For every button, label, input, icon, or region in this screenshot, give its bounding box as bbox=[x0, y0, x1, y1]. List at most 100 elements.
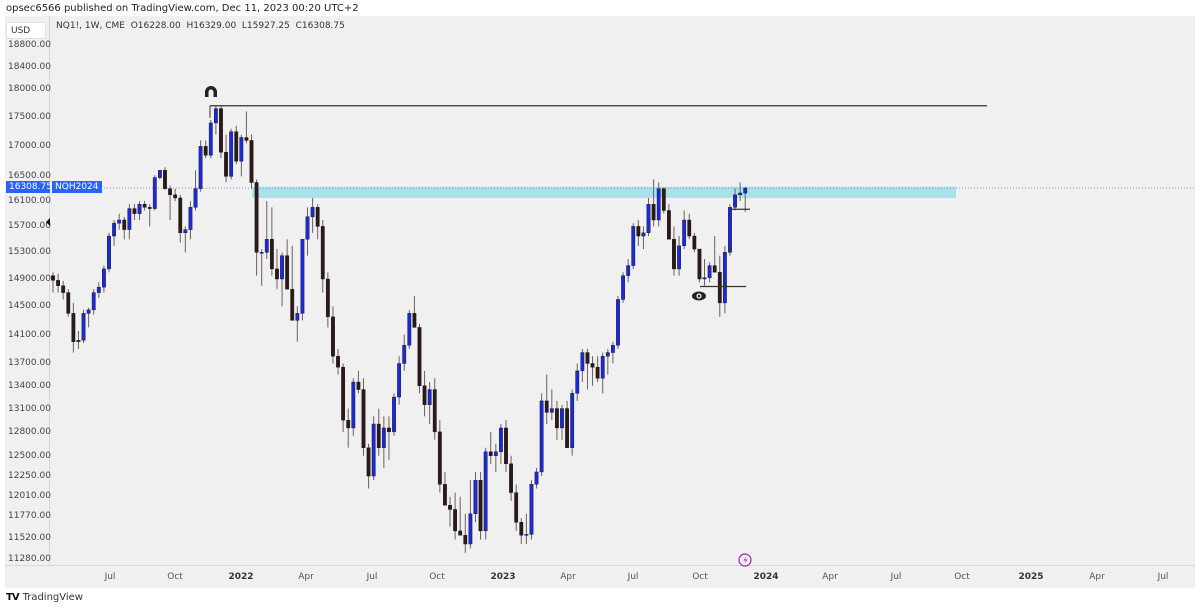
price-tick-label: 11280.00 bbox=[8, 554, 51, 565]
candle-body bbox=[728, 207, 732, 253]
candle-body bbox=[280, 255, 284, 280]
candle-body bbox=[555, 408, 559, 429]
time-tick-label: Oct bbox=[692, 572, 708, 582]
candle-body bbox=[101, 268, 106, 288]
time-tick-label: Jul bbox=[627, 572, 639, 582]
candle-body bbox=[636, 226, 641, 237]
candle-body bbox=[692, 235, 697, 250]
magnet-icon[interactable] bbox=[205, 86, 217, 97]
candle-body bbox=[346, 419, 351, 429]
candle-body bbox=[381, 427, 386, 448]
candle-body bbox=[361, 389, 366, 448]
candle-body bbox=[331, 316, 335, 357]
price-tick-label: 15700.00 bbox=[8, 221, 51, 232]
price-tick-label: 16500.00 bbox=[8, 171, 51, 182]
candle-body bbox=[76, 340, 81, 342]
candle-body bbox=[122, 219, 127, 230]
price-axis[interactable] bbox=[5, 16, 50, 588]
candle-body bbox=[244, 137, 249, 141]
price-tick-label: 14900.00 bbox=[8, 274, 51, 284]
close-value: C16308.75 bbox=[295, 21, 345, 31]
price-tick-label: 14500.00 bbox=[8, 301, 51, 312]
eye-icon[interactable] bbox=[692, 291, 706, 301]
supply-zone[interactable] bbox=[252, 186, 956, 198]
candle-body bbox=[565, 408, 569, 448]
candle-body bbox=[397, 363, 402, 398]
candle-body bbox=[320, 226, 325, 280]
candle-body bbox=[646, 203, 651, 234]
candle-body bbox=[580, 352, 585, 372]
candle-body bbox=[249, 140, 254, 183]
candle-body bbox=[443, 484, 447, 506]
candle-body bbox=[168, 188, 172, 196]
candle-body bbox=[127, 208, 132, 230]
time-tick-label: 2025 bbox=[1018, 572, 1044, 582]
candle-body bbox=[453, 509, 458, 532]
alert-lightning-icon[interactable] bbox=[738, 553, 752, 567]
candle-body bbox=[616, 299, 620, 346]
candle-body bbox=[707, 265, 712, 278]
candle-body bbox=[549, 408, 554, 413]
candle-body bbox=[310, 207, 315, 218]
candle-body bbox=[366, 447, 371, 477]
candle-body bbox=[524, 534, 529, 536]
candle-body bbox=[509, 463, 513, 493]
candle-body bbox=[81, 313, 86, 341]
candle-body bbox=[529, 484, 534, 535]
candle-body bbox=[590, 363, 595, 368]
candle-body bbox=[224, 152, 228, 177]
candle-body bbox=[488, 451, 493, 456]
candle-body bbox=[254, 182, 259, 253]
time-tick-label: Apr bbox=[298, 572, 314, 582]
candle-body bbox=[560, 408, 564, 429]
candle-body bbox=[387, 427, 391, 433]
candle-body bbox=[61, 285, 66, 293]
candle-body bbox=[259, 252, 264, 254]
candle-body bbox=[229, 131, 234, 177]
candle-body bbox=[173, 194, 178, 199]
price-tick-label: 12250.00 bbox=[8, 471, 51, 482]
candle-body bbox=[738, 192, 743, 196]
price-tick-label: 12500.00 bbox=[8, 450, 51, 461]
candle-body bbox=[432, 389, 437, 433]
candle-body bbox=[193, 188, 198, 208]
scroll-arrow-icon[interactable] bbox=[46, 218, 50, 226]
candle-body bbox=[468, 513, 473, 545]
candle-body bbox=[697, 248, 702, 280]
candle-body bbox=[412, 313, 417, 328]
time-tick-label: Apr bbox=[1089, 572, 1105, 582]
candle-body bbox=[595, 366, 600, 379]
time-tick-label: Oct bbox=[429, 572, 445, 582]
candle-body bbox=[300, 239, 305, 314]
last-price-tag: 16308.75 bbox=[6, 181, 52, 193]
price-tick-label: 13100.00 bbox=[8, 403, 51, 414]
candle-body bbox=[631, 226, 636, 266]
candle-body bbox=[677, 245, 681, 270]
candle-body bbox=[651, 203, 656, 221]
candle-body bbox=[213, 108, 218, 124]
candle-body bbox=[687, 219, 692, 237]
time-tick-label: Apr bbox=[560, 572, 576, 582]
candle-body bbox=[117, 219, 122, 224]
chart-pane[interactable] bbox=[5, 16, 1195, 588]
candle-body bbox=[702, 277, 707, 280]
price-tick-label: 13400.00 bbox=[8, 380, 51, 391]
time-axis[interactable] bbox=[5, 565, 1195, 588]
candle-body bbox=[152, 177, 157, 209]
candle-body bbox=[163, 170, 167, 189]
candle-body bbox=[621, 275, 625, 300]
time-tick-label: Jul bbox=[1157, 572, 1169, 582]
time-tick-label: Jul bbox=[104, 572, 116, 582]
candle-body bbox=[402, 345, 407, 364]
price-tick-label: 17500.00 bbox=[8, 112, 51, 123]
tradingview-brand[interactable]: TV TradingView bbox=[6, 592, 83, 603]
tradingview-logo-icon: TV bbox=[6, 592, 20, 603]
candle-body bbox=[341, 366, 346, 421]
currency-button[interactable]: USD bbox=[6, 22, 46, 39]
candle-body bbox=[325, 278, 330, 318]
candle-body bbox=[448, 505, 452, 510]
time-tick-label: Jul bbox=[890, 572, 902, 582]
price-tick-label: 18000.00 bbox=[8, 83, 51, 94]
candle-body bbox=[285, 255, 290, 290]
